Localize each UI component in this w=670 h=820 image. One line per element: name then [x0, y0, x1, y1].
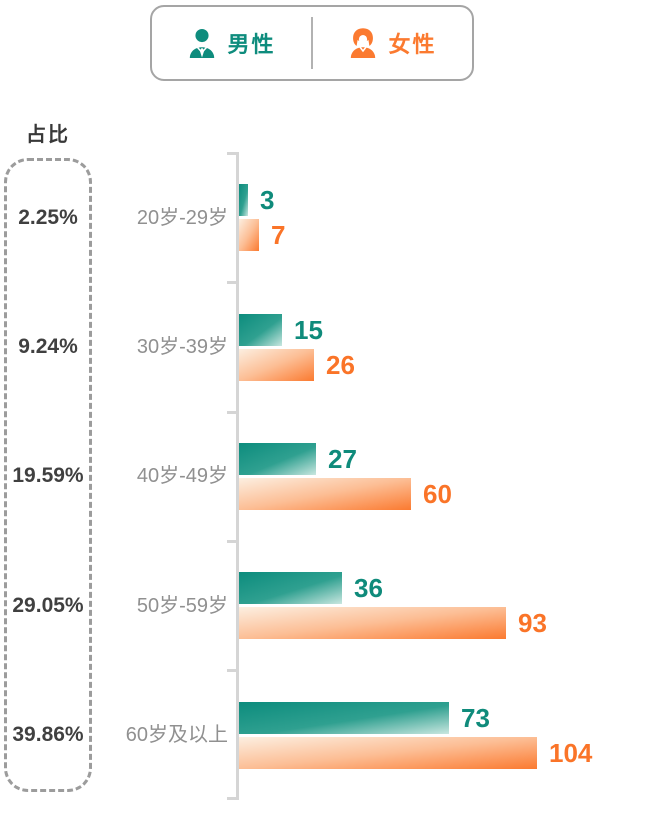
value-label-female: 104 [549, 738, 593, 768]
percent-label: 2.25% [18, 206, 78, 229]
value-label-female: 60 [423, 479, 452, 509]
legend-item-male[interactable]: 男性 [152, 7, 311, 79]
axis-tick [227, 152, 239, 155]
bar-female-50-59[interactable] [239, 607, 506, 639]
value-label-female: 93 [518, 608, 547, 638]
percent-label: 29.05% [12, 594, 84, 617]
axis-tick [227, 540, 239, 543]
value-label-male: 15 [294, 315, 323, 345]
axis-tick [227, 669, 239, 672]
percent-label: 39.86% [12, 723, 84, 746]
bar-male-50-59[interactable] [239, 572, 342, 604]
bar-male-20-29[interactable] [239, 184, 248, 216]
y-axis-line [236, 152, 239, 800]
ratio-dashed-box [4, 158, 92, 792]
bar-female-30-39[interactable] [239, 349, 314, 381]
legend: 男性 女性 [150, 5, 474, 81]
value-label-female: 26 [326, 350, 355, 380]
bar-male-60-plus[interactable] [239, 702, 449, 734]
axis-tick [227, 281, 239, 284]
value-label-male: 36 [354, 573, 383, 603]
bar-female-60-plus[interactable] [239, 737, 537, 769]
axis-tick [227, 797, 239, 800]
legend-label-male: 男性 [227, 32, 276, 57]
male-person-icon [190, 28, 215, 58]
value-label-female: 7 [271, 220, 286, 250]
ratio-column-title: 占比 [26, 124, 70, 146]
legend-divider [311, 17, 313, 69]
value-label-male: 73 [461, 703, 490, 733]
bar-female-20-29[interactable] [239, 219, 259, 251]
category-label: 50岁-59岁 [136, 595, 228, 617]
axis-tick [227, 411, 239, 414]
bar-female-40-49[interactable] [239, 478, 411, 510]
category-label: 30岁-39岁 [136, 336, 228, 358]
percent-label: 19.59% [12, 464, 84, 487]
value-label-male: 27 [328, 444, 357, 474]
legend-label-female: 女性 [388, 32, 437, 57]
legend-item-female[interactable]: 女性 [313, 7, 472, 79]
female-person-icon [351, 28, 376, 58]
bar-male-40-49[interactable] [239, 443, 316, 475]
category-label: 40岁-49岁 [136, 465, 228, 487]
value-label-male: 3 [260, 185, 275, 215]
category-label: 20岁-29岁 [136, 207, 228, 229]
percent-label: 9.24% [18, 335, 78, 358]
bar-male-30-39[interactable] [239, 314, 282, 346]
category-label: 60岁及以上 [125, 724, 228, 746]
